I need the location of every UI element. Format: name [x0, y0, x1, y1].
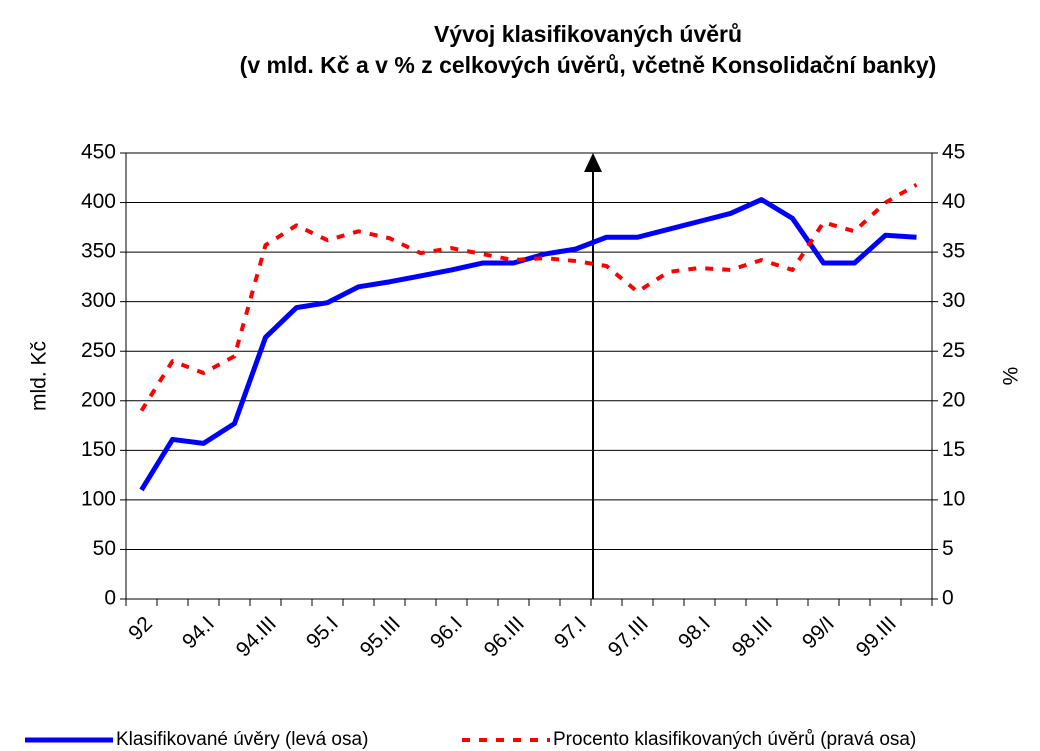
y-tick-label: 250 — [81, 339, 116, 362]
y2-tick-label: 40 — [942, 190, 965, 213]
chart-subtitle: (v mld. Kč a v % z celkových úvěrů, včet… — [240, 52, 937, 78]
x-tick-label: 97.III — [604, 612, 653, 661]
y2-tick-label: 10 — [942, 487, 965, 510]
y-tick-label: 50 — [93, 537, 116, 560]
y-tick-label: 100 — [81, 487, 116, 510]
x-tick-label: 92 — [124, 612, 157, 645]
y2-tick-label: 15 — [942, 438, 965, 461]
x-tick-label: 96.I — [426, 612, 467, 653]
y-tick-label: 200 — [81, 388, 116, 411]
y2-axis-label: % — [1000, 367, 1023, 386]
x-tick-label: 97.I — [550, 612, 591, 653]
x-tick-label: 98.I — [674, 612, 715, 653]
y2-tick-label: 25 — [942, 339, 965, 362]
y-tick-label: 350 — [81, 240, 116, 263]
y-axis-label: mld. Kč — [28, 341, 51, 411]
y-tick-label: 450 — [81, 141, 116, 164]
chart-title: Vývoj klasifikovaných úvěrů — [434, 21, 742, 47]
y2-tick-label: 35 — [942, 240, 965, 263]
y-tick-label: 300 — [81, 289, 116, 312]
y2-tick-label: 5 — [942, 537, 954, 560]
x-tick-label: 99.III — [852, 612, 901, 661]
x-tick-label: 98.III — [728, 612, 777, 661]
legend-label: Procento klasifikovaných úvěrů (pravá os… — [553, 729, 916, 750]
y2-tick-label: 20 — [942, 388, 965, 411]
y-tick-label: 150 — [81, 438, 116, 461]
annotation-arrow-head — [584, 153, 602, 172]
x-tick-label: 99/I — [798, 612, 839, 653]
y-tick-label: 400 — [81, 190, 116, 213]
y2-tick-label: 45 — [942, 141, 965, 164]
y2-tick-label: 30 — [942, 289, 965, 312]
x-tick-label: 94.I — [178, 612, 219, 653]
y2-tick-label: 0 — [942, 587, 954, 610]
series-line — [139, 182, 918, 412]
x-tick-label: 96.III — [480, 612, 529, 661]
y-tick-label: 0 — [104, 587, 116, 610]
x-tick-label: 95.III — [356, 612, 405, 661]
x-tick-label: 95.I — [302, 612, 343, 653]
legend-label: Klasifikované úvěry (levá osa) — [116, 729, 368, 750]
x-tick-label: 94.III — [232, 612, 281, 661]
series-line — [139, 197, 917, 492]
